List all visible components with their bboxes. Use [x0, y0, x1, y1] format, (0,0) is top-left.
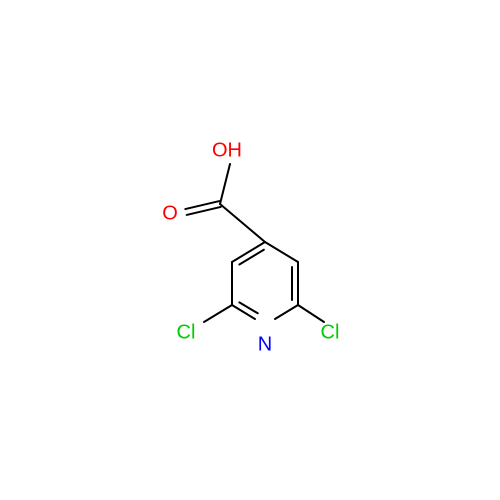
carbonyl-oxygen-label: O: [162, 202, 178, 224]
chlorine-right-label: Cl: [321, 321, 340, 343]
chlorine-left-label: Cl: [177, 321, 196, 343]
nitrogen-label: N: [258, 333, 272, 355]
hydroxyl-label: OH: [212, 139, 242, 161]
molecule-diagram: OH O Cl N Cl: [0, 0, 500, 500]
